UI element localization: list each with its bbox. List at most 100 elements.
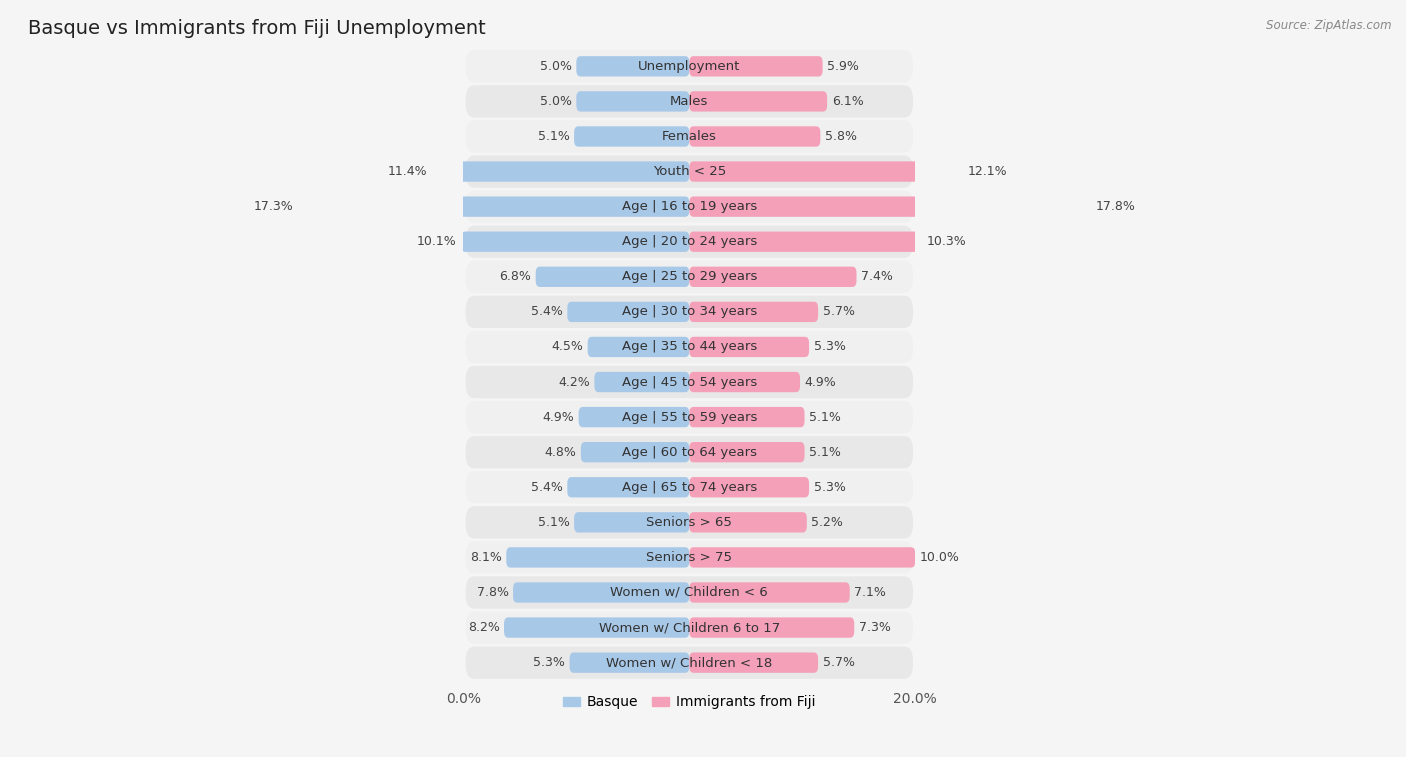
FancyBboxPatch shape [465, 120, 912, 153]
FancyBboxPatch shape [595, 372, 689, 392]
Text: Age | 20 to 24 years: Age | 20 to 24 years [621, 235, 756, 248]
FancyBboxPatch shape [536, 266, 689, 287]
Text: 5.1%: 5.1% [808, 410, 841, 424]
Text: 5.7%: 5.7% [823, 656, 855, 669]
FancyBboxPatch shape [298, 197, 689, 217]
Text: 5.1%: 5.1% [537, 130, 569, 143]
Text: 7.1%: 7.1% [855, 586, 886, 599]
Text: Age | 60 to 64 years: Age | 60 to 64 years [621, 446, 756, 459]
FancyBboxPatch shape [689, 161, 963, 182]
Text: 11.4%: 11.4% [388, 165, 427, 178]
Text: Age | 35 to 44 years: Age | 35 to 44 years [621, 341, 756, 354]
FancyBboxPatch shape [465, 612, 912, 643]
FancyBboxPatch shape [689, 407, 804, 427]
Text: Age | 25 to 29 years: Age | 25 to 29 years [621, 270, 756, 283]
FancyBboxPatch shape [576, 56, 689, 76]
Text: Age | 30 to 34 years: Age | 30 to 34 years [621, 305, 756, 319]
FancyBboxPatch shape [569, 653, 689, 673]
Text: 5.8%: 5.8% [825, 130, 856, 143]
Text: 8.1%: 8.1% [470, 551, 502, 564]
FancyBboxPatch shape [689, 547, 915, 568]
Text: 10.0%: 10.0% [920, 551, 960, 564]
Text: 12.1%: 12.1% [967, 165, 1007, 178]
Text: 4.2%: 4.2% [558, 375, 591, 388]
FancyBboxPatch shape [567, 477, 689, 497]
FancyBboxPatch shape [503, 618, 689, 637]
FancyBboxPatch shape [465, 260, 912, 293]
Text: Women w/ Children < 18: Women w/ Children < 18 [606, 656, 772, 669]
FancyBboxPatch shape [581, 442, 689, 463]
FancyBboxPatch shape [465, 296, 912, 328]
Text: 5.9%: 5.9% [827, 60, 859, 73]
Text: 5.2%: 5.2% [811, 516, 844, 529]
FancyBboxPatch shape [465, 50, 912, 83]
FancyBboxPatch shape [689, 477, 808, 497]
Text: Youth < 25: Youth < 25 [652, 165, 725, 178]
FancyBboxPatch shape [689, 266, 856, 287]
FancyBboxPatch shape [689, 232, 922, 252]
FancyBboxPatch shape [689, 126, 820, 147]
Text: 17.8%: 17.8% [1097, 200, 1136, 213]
Text: 5.4%: 5.4% [531, 305, 562, 319]
FancyBboxPatch shape [689, 197, 1091, 217]
Text: 7.3%: 7.3% [859, 621, 890, 634]
Text: 17.3%: 17.3% [254, 200, 294, 213]
FancyBboxPatch shape [465, 331, 912, 363]
Text: 5.4%: 5.4% [531, 481, 562, 494]
Text: 5.0%: 5.0% [540, 95, 572, 108]
Text: 5.0%: 5.0% [540, 60, 572, 73]
Text: Basque vs Immigrants from Fiji Unemployment: Basque vs Immigrants from Fiji Unemploym… [28, 19, 486, 38]
FancyBboxPatch shape [432, 161, 689, 182]
FancyBboxPatch shape [574, 512, 689, 532]
FancyBboxPatch shape [689, 372, 800, 392]
Text: 6.1%: 6.1% [832, 95, 863, 108]
FancyBboxPatch shape [506, 547, 689, 568]
FancyBboxPatch shape [465, 576, 912, 609]
Text: 7.8%: 7.8% [477, 586, 509, 599]
Text: 10.1%: 10.1% [416, 235, 457, 248]
Text: Age | 65 to 74 years: Age | 65 to 74 years [621, 481, 756, 494]
FancyBboxPatch shape [574, 126, 689, 147]
Text: 5.3%: 5.3% [533, 656, 565, 669]
Text: Females: Females [662, 130, 717, 143]
FancyBboxPatch shape [689, 582, 849, 603]
FancyBboxPatch shape [567, 302, 689, 322]
Text: Males: Males [671, 95, 709, 108]
FancyBboxPatch shape [465, 541, 912, 574]
FancyBboxPatch shape [588, 337, 689, 357]
FancyBboxPatch shape [513, 582, 689, 603]
Text: Age | 16 to 19 years: Age | 16 to 19 years [621, 200, 756, 213]
FancyBboxPatch shape [689, 653, 818, 673]
FancyBboxPatch shape [465, 86, 912, 117]
Text: 8.2%: 8.2% [468, 621, 499, 634]
Text: 6.8%: 6.8% [499, 270, 531, 283]
FancyBboxPatch shape [579, 407, 689, 427]
Text: 10.3%: 10.3% [927, 235, 966, 248]
Text: Source: ZipAtlas.com: Source: ZipAtlas.com [1267, 19, 1392, 32]
Text: 5.3%: 5.3% [814, 341, 845, 354]
FancyBboxPatch shape [465, 226, 912, 258]
Text: 5.7%: 5.7% [823, 305, 855, 319]
Text: 4.8%: 4.8% [544, 446, 576, 459]
Text: 4.9%: 4.9% [543, 410, 574, 424]
Text: 5.1%: 5.1% [537, 516, 569, 529]
FancyBboxPatch shape [465, 506, 912, 538]
Text: 5.1%: 5.1% [808, 446, 841, 459]
Text: 7.4%: 7.4% [860, 270, 893, 283]
Text: Age | 55 to 59 years: Age | 55 to 59 years [621, 410, 756, 424]
FancyBboxPatch shape [465, 646, 912, 679]
Text: Women w/ Children < 6: Women w/ Children < 6 [610, 586, 768, 599]
FancyBboxPatch shape [465, 366, 912, 398]
FancyBboxPatch shape [689, 442, 804, 463]
Text: Seniors > 65: Seniors > 65 [647, 516, 733, 529]
FancyBboxPatch shape [689, 302, 818, 322]
FancyBboxPatch shape [465, 401, 912, 433]
FancyBboxPatch shape [576, 92, 689, 111]
Text: Seniors > 75: Seniors > 75 [647, 551, 733, 564]
Text: 4.5%: 4.5% [551, 341, 583, 354]
FancyBboxPatch shape [465, 436, 912, 469]
Text: Women w/ Children 6 to 17: Women w/ Children 6 to 17 [599, 621, 780, 634]
Legend: Basque, Immigrants from Fiji: Basque, Immigrants from Fiji [558, 690, 821, 715]
FancyBboxPatch shape [465, 471, 912, 503]
FancyBboxPatch shape [689, 618, 855, 637]
